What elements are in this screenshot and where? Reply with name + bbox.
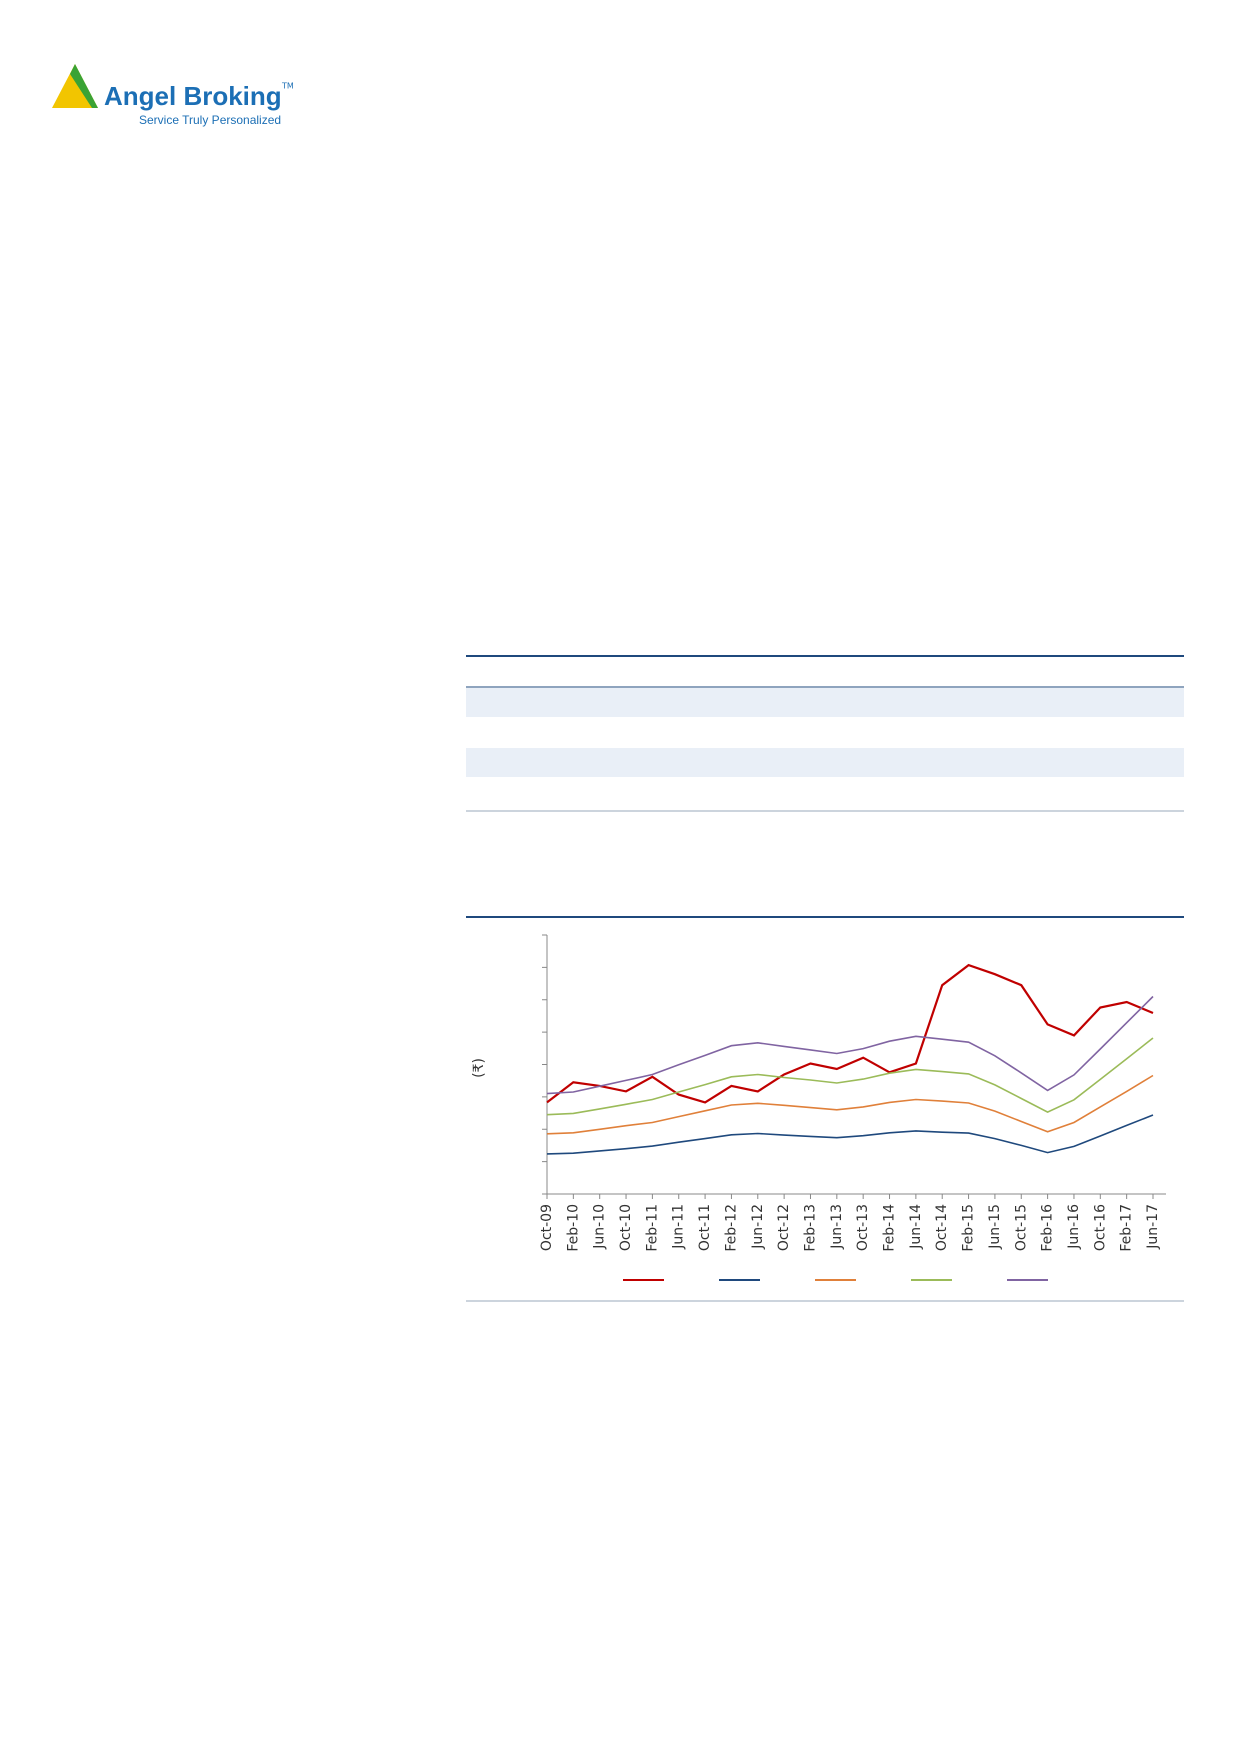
chart: Oct-09 Feb-10 Jun-10 Oct-10 Feb-11 Jun-11 Oct-…	[539, 934, 1166, 1281]
series-line	[546, 1114, 1154, 1155]
x-tick-label: Jun-16	[1066, 1204, 1082, 1250]
x-tick-label: Feb-16	[1040, 1204, 1056, 1252]
trademark: TM	[281, 82, 294, 91]
logo: Angel Broking TM Service Truly Personali…	[52, 64, 294, 127]
x-tick-label: Feb-12	[723, 1204, 739, 1252]
x-tick-label: Feb-13	[802, 1204, 818, 1252]
x-tick-label: Oct-10	[618, 1204, 634, 1251]
x-tick-label: Jun-15	[987, 1204, 1003, 1250]
x-tick-label: Oct-14	[934, 1204, 950, 1251]
x-tick-label: Oct-09	[539, 1204, 555, 1251]
x-tick-label: Jun-14	[908, 1204, 924, 1250]
tagline: Service Truly Personalized	[139, 113, 281, 127]
x-tick-label: Feb-17	[1119, 1204, 1135, 1252]
x-tick-label: Oct-16	[1092, 1204, 1108, 1251]
x-tick-label: Oct-15	[1013, 1204, 1029, 1251]
series-line	[546, 963, 1154, 1104]
x-tick-label: Jun-11	[671, 1204, 687, 1250]
y-axis-label: (₹)	[471, 1058, 487, 1078]
series-line	[546, 1037, 1154, 1116]
series-line	[546, 1074, 1154, 1135]
brand: Angel Broking	[104, 81, 282, 111]
x-tick-label: Feb-15	[961, 1204, 977, 1252]
table-row-shade	[466, 748, 1184, 777]
x-tick-label: Jun-13	[829, 1204, 845, 1250]
table-row-shade	[466, 688, 1184, 717]
x-tick-label: Jun-17	[1145, 1204, 1161, 1250]
x-tick-label: Oct-13	[855, 1204, 871, 1251]
x-tick-label: Feb-11	[644, 1204, 660, 1252]
x-tick-label: Feb-14	[882, 1204, 898, 1252]
x-tick-label: Jun-10	[592, 1204, 608, 1250]
x-tick-label: Feb-10	[565, 1204, 581, 1252]
x-tick-label: Jun-12	[750, 1204, 766, 1250]
x-tick-label: Oct-11	[697, 1204, 713, 1251]
table	[466, 655, 1184, 812]
logo-peak	[70, 64, 98, 108]
series-line	[546, 995, 1154, 1095]
x-tick-label: Oct-12	[776, 1204, 792, 1251]
